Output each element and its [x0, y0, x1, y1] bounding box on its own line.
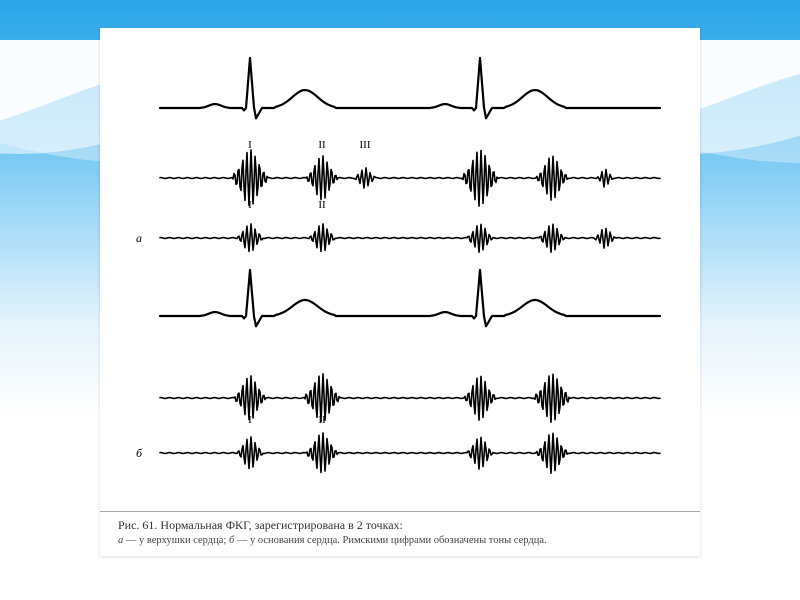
slide-background: IIIIIIIIIаIIIб Рис. 61. Нормальная ФКГ, …	[0, 0, 800, 600]
tone-label: III	[360, 139, 371, 151]
caption-line-2: а — у верхушки сердца; б — у основания с…	[118, 535, 682, 546]
caption-line1-rest: Нормальная ФКГ, зарегистрирована в 2 точ…	[157, 518, 402, 532]
figure-card: IIIIIIIIIаIIIб Рис. 61. Нормальная ФКГ, …	[100, 28, 700, 556]
tone-label: I	[248, 139, 252, 151]
row-label: б	[136, 446, 143, 460]
caption-a-text: — у верхушки сердца;	[123, 535, 229, 546]
ecg-trace-3	[160, 270, 660, 326]
tone-label: II	[318, 139, 326, 151]
pcg-trace-2	[160, 224, 660, 252]
traces-plot: IIIIIIIIIаIIIб	[100, 28, 700, 488]
tone-label: II	[318, 199, 326, 211]
caption-line-1: Рис. 61. Нормальная ФКГ, зарегистрирован…	[118, 518, 682, 533]
tone-label: I	[248, 199, 252, 211]
figure-caption: Рис. 61. Нормальная ФКГ, зарегистрирован…	[100, 511, 700, 556]
pcg-trace-5	[160, 433, 660, 473]
row-label: а	[136, 231, 142, 245]
tone-label: II	[318, 414, 326, 426]
pcg-trace-4	[160, 374, 660, 422]
ecg-trace-0	[160, 58, 660, 118]
caption-prefix: Рис. 61.	[118, 518, 157, 532]
caption-b-text: — у основания сердца. Римскими цифрами о…	[234, 535, 546, 546]
tone-label: I	[248, 414, 252, 426]
pcg-trace-1	[160, 150, 660, 206]
